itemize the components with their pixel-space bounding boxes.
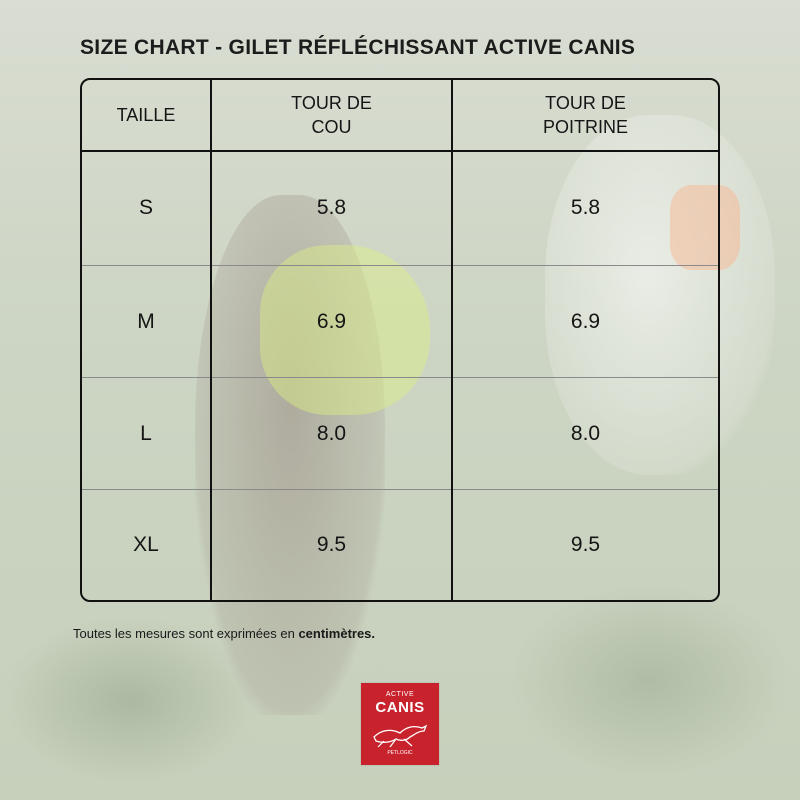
cell-taille: XL (82, 489, 211, 600)
running-dog-icon (373, 724, 428, 748)
cell-cou: 6.9 (210, 264, 452, 378)
cell-taille: S (138, 196, 153, 220)
cell-poitrine: 9.5 (451, 489, 718, 600)
logo-canis-text: CANIS (375, 699, 425, 716)
table-header-row: TAILLE TOUR DE COU TOUR DE POITRINE (82, 80, 718, 152)
cell-taille: M (82, 264, 211, 378)
cell-poitrine: 8.0 (451, 377, 718, 490)
cell-taille: L (82, 377, 211, 490)
cell-cou: 8.0 (210, 377, 452, 490)
cell-poitrine: 6.9 (451, 264, 718, 378)
logo-active-text: ACTIVE (385, 691, 415, 698)
table-row: XL 9.5 9.5 (82, 489, 718, 600)
size-chart-table: TAILLE TOUR DE COU TOUR DE POITRINE S 5.… (80, 78, 720, 602)
header-taille: TAILLE (82, 80, 211, 152)
table-row: S 5.8 5.8 (82, 151, 718, 266)
active-canis-logo: ACTIVE CANIS PETLOGIC (361, 683, 439, 765)
table-row: L 8.0 8.0 (82, 377, 718, 490)
header-tour-de-cou: TOUR DE COU (210, 80, 452, 152)
header-tour-de-poitrine: TOUR DE POITRINE (451, 80, 718, 152)
cell-cou: 5.8 (210, 151, 452, 266)
unit-emphasis: centimètres. (298, 626, 376, 641)
cell-cou: 9.5 (210, 489, 452, 600)
logo-brand-text: PETLOGIC (387, 750, 413, 756)
measurement-note: Toutes les mesures sont exprimées en cen… (73, 626, 376, 641)
cell-poitrine: 5.8 (451, 151, 718, 266)
table-row: M 6.9 6.9 (82, 264, 718, 378)
page-title: SIZE CHART - GILET RÉFLÉCHISSANT ACTIVE … (80, 36, 636, 59)
